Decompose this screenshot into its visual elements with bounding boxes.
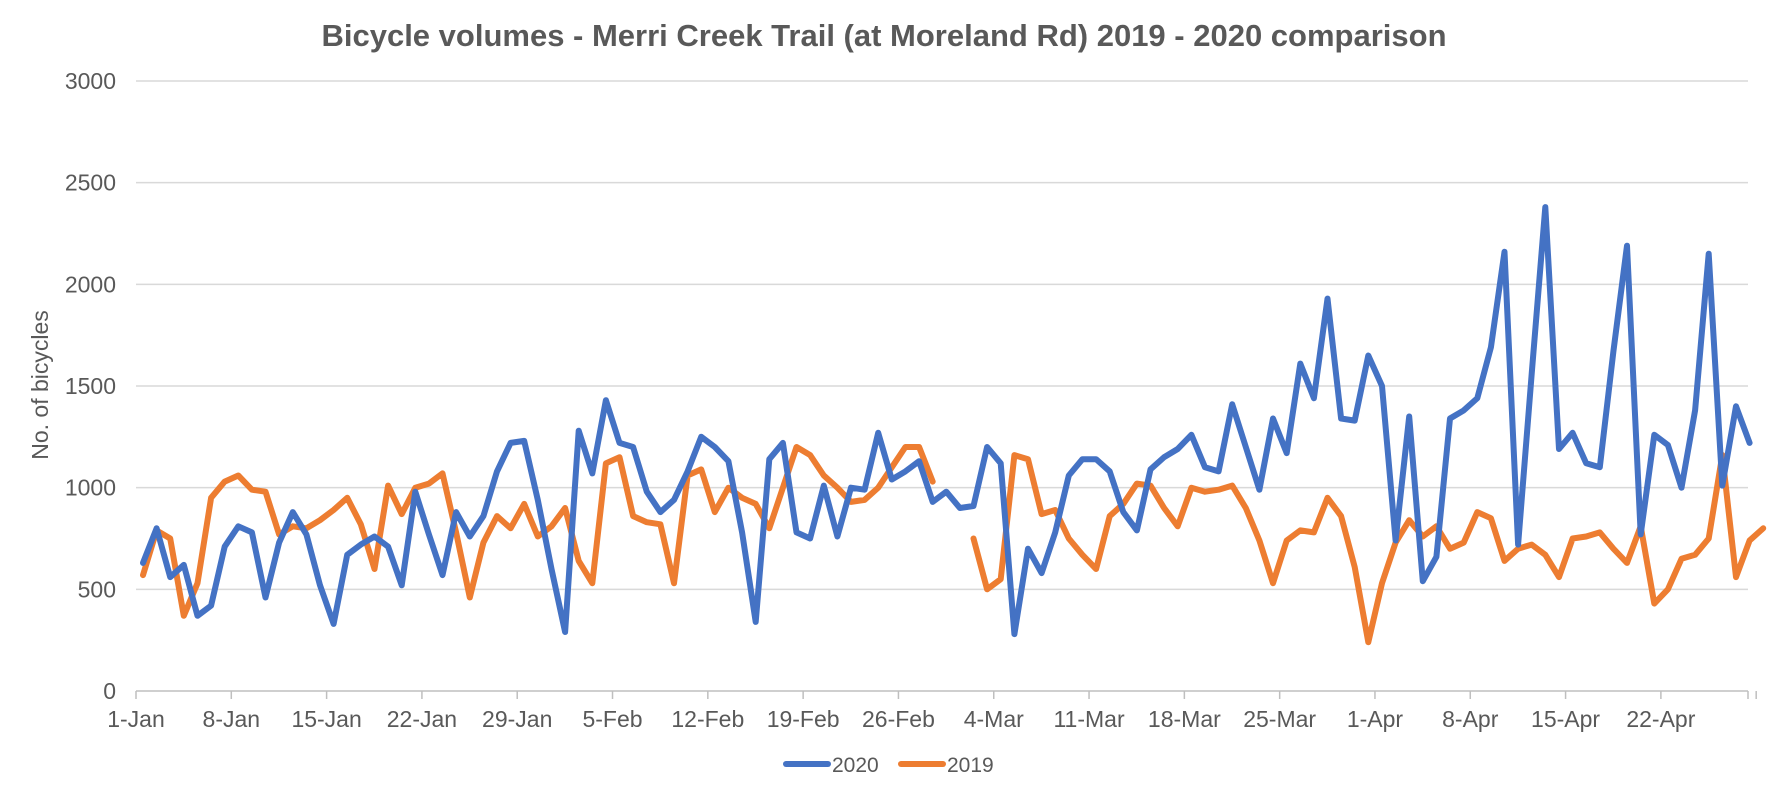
x-tick-label: 15-Jan	[291, 706, 361, 732]
series-lines	[140, 204, 1767, 646]
x-tick-label: 1-Apr	[1347, 706, 1404, 732]
y-tick-labels: 0 500 1000 1500 2000 2500 3000	[65, 68, 116, 704]
gridlines	[135, 80, 1757, 699]
x-tick-label: 22-Apr	[1626, 706, 1695, 732]
y-tick-label: 1500	[65, 373, 116, 399]
x-tick-label: 11-Mar	[1053, 706, 1124, 732]
y-tick-label: 1000	[65, 475, 116, 501]
x-tick-label: 26-Feb	[862, 706, 935, 732]
x-tick-label: 29-Jan	[482, 706, 552, 732]
legend-label-2019: 2019	[947, 754, 994, 777]
x-tick-label: 8-Apr	[1442, 706, 1499, 732]
y-tick-label: 2500	[65, 170, 116, 196]
x-tick-label: 25-Mar	[1243, 706, 1316, 732]
legend: 2020 2019	[783, 754, 994, 777]
x-tick-label: 19-Feb	[767, 706, 840, 732]
legend-label-2020: 2020	[832, 754, 879, 777]
y-tick-label: 500	[78, 576, 116, 602]
y-axis-label: No. of bicycles	[27, 310, 53, 460]
x-tick-labels: 1-Jan 8-Jan 15-Jan 22-Jan 29-Jan 5-Feb 12-Feb 1…	[107, 706, 1696, 732]
series-line-2019	[140, 444, 1767, 646]
x-tick-label: 8-Jan	[203, 706, 261, 732]
y-tick-label: 3000	[65, 68, 116, 94]
x-tick-label: 22-Jan	[387, 706, 457, 732]
x-tick-label: 1-Jan	[107, 706, 165, 732]
y-tick-label: 0	[103, 678, 116, 704]
x-tick-label: 5-Feb	[582, 706, 642, 732]
x-tick-label: 12-Feb	[671, 706, 744, 732]
x-tick-label: 4-Mar	[964, 706, 1024, 732]
x-tick-label: 18-Mar	[1148, 706, 1221, 732]
y-tick-label: 2000	[65, 271, 116, 297]
chart-title: Bicycle volumes - Merri Creek Trail (at …	[321, 18, 1446, 53]
series-line-2020	[140, 204, 1753, 638]
x-tick-label: 15-Apr	[1531, 706, 1600, 732]
